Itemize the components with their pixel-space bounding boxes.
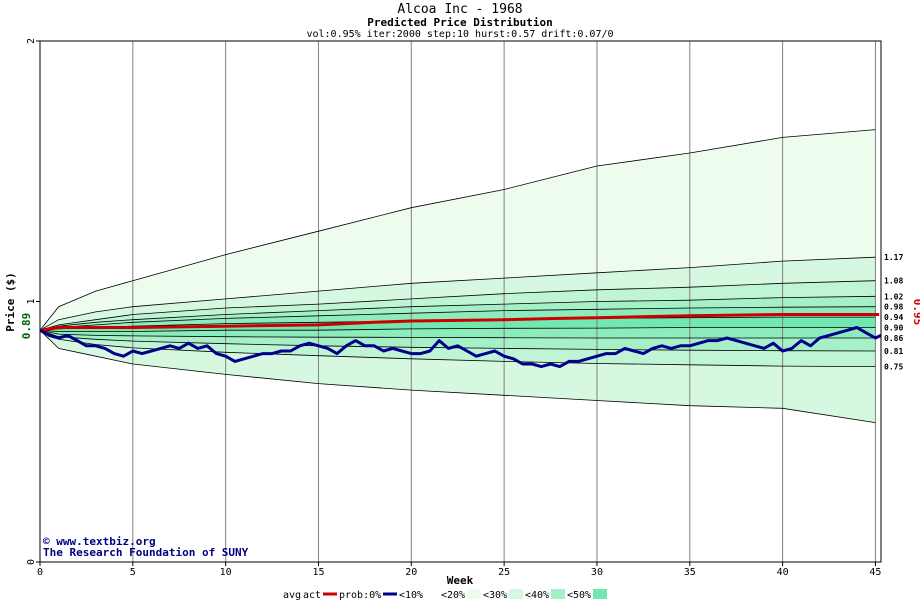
- legend-swatch-7: [593, 589, 607, 599]
- curve-q0.90: [39, 327, 876, 332]
- legend-item-0: avg: [283, 590, 301, 600]
- chart-title: Alcoa Inc - 1968: [397, 2, 522, 17]
- legend-label-3: <10%: [399, 590, 423, 600]
- x-tick-label-35: 35: [684, 567, 696, 578]
- band-outer-upper: [40, 129, 876, 331]
- x-tick-label-20: 20: [405, 567, 417, 578]
- legend-swatch-3: [425, 589, 439, 599]
- legend-label-6: <40%: [525, 590, 549, 600]
- x-tick-label-30: 30: [591, 567, 603, 578]
- curve-q1.17: [39, 256, 876, 331]
- legend-item-5: <30%: [483, 589, 523, 600]
- quantile-label-0.94: 0.94: [884, 313, 903, 322]
- quantile-label-0.90: 0.90: [884, 324, 903, 333]
- legend-item-1: act: [303, 590, 337, 600]
- quantile-label-0.86: 0.86: [884, 334, 903, 343]
- legend-label-0: avg: [283, 590, 301, 600]
- legend-swatch-4: [467, 589, 481, 599]
- current-price-label: 0.95: [911, 299, 920, 326]
- x-axis-label: Week: [447, 574, 474, 587]
- y-tick-label-1: 1: [26, 298, 37, 304]
- start-price-label: 0.89: [20, 313, 33, 340]
- chart-subtitle: Predicted Price Distribution: [367, 16, 552, 29]
- band-q1.02: [40, 296, 876, 331]
- quantile-label-0.81: 0.81: [884, 347, 903, 356]
- avg-line: [39, 313, 880, 332]
- quantile-label-1.17: 1.17: [884, 253, 903, 262]
- quantile-label-1.08: 1.08: [884, 277, 903, 286]
- quantile-labels: 1.17 1.08 1.02 0.980.94 0.900.86 0.81 0.75: [884, 253, 903, 371]
- legend-item-6: <40%: [525, 589, 565, 600]
- x-tick-label-5: 5: [130, 567, 136, 578]
- x-tick-label-10: 10: [220, 567, 232, 578]
- y-axis-ticks: 0 1 2: [26, 38, 40, 565]
- legend-label-5: <30%: [483, 590, 507, 600]
- quantile-label-1.02: 1.02: [884, 292, 903, 301]
- legend-item-3: <10%: [399, 589, 439, 600]
- band-q1.08: [40, 280, 876, 331]
- curve-q1.08: [39, 280, 876, 331]
- credit-site-text[interactable]: www.textbiz.org: [56, 535, 155, 548]
- legend-label-4: <20%: [441, 590, 465, 600]
- legend-item-4: <20%: [441, 589, 481, 600]
- curve-q0.86: [39, 329, 876, 339]
- x-tick-label-0: 0: [37, 567, 43, 578]
- x-tick-label-25: 25: [498, 567, 510, 578]
- legend-item-7: <50%: [567, 589, 607, 600]
- curve-q0.98: [39, 306, 876, 331]
- actual-line-group: [39, 326, 882, 369]
- curve-q0.75: [39, 329, 876, 367]
- y-axis-label: Price ($): [4, 272, 17, 332]
- legend-label-2: prob:0%: [339, 590, 381, 600]
- avg-line-group: [39, 313, 880, 332]
- copyright-icon: ©: [43, 535, 56, 548]
- band-q0.98: [40, 306, 876, 331]
- x-tick-label-45: 45: [869, 567, 881, 578]
- x-axis-ticks: 0 5 10 15 20 25 30 35 40 45: [37, 562, 881, 578]
- band-q0.90: [40, 327, 876, 338]
- x-tick-label-15: 15: [312, 567, 324, 578]
- probability-bands: [40, 129, 876, 423]
- curve-outer-upper: [39, 129, 876, 331]
- legend-swatch-5: [509, 589, 523, 599]
- legend-item-2: prob:0%: [339, 590, 397, 600]
- curve-q1.02: [39, 295, 876, 331]
- band-q0.94: [40, 317, 876, 332]
- legend-label-7: <50%: [567, 590, 591, 600]
- y-tick-label-2: 2: [26, 38, 37, 44]
- band-q0.81: [40, 330, 876, 367]
- y-tick-label-0: 0: [26, 559, 37, 565]
- credit-site[interactable]: © www.textbiz.org: [43, 535, 156, 548]
- band-q1.17: [40, 257, 876, 331]
- quantile-label-0.98: 0.98: [884, 303, 903, 312]
- legend-swatch-6: [551, 589, 565, 599]
- credit-org: The Research Foundation of SUNY: [43, 546, 249, 559]
- curve-outer-lower: [39, 329, 876, 423]
- legend-label-1: act: [303, 590, 321, 600]
- chart-params: vol:0.95% iter:2000 step:10 hurst:0.57 d…: [306, 29, 613, 40]
- quantile-label-0.75: 0.75: [884, 363, 903, 372]
- actual-price-line: [39, 326, 882, 369]
- legend: avg act prob:0% <10% <20% <30% <40% <50%: [283, 589, 607, 600]
- x-tick-label-40: 40: [777, 567, 789, 578]
